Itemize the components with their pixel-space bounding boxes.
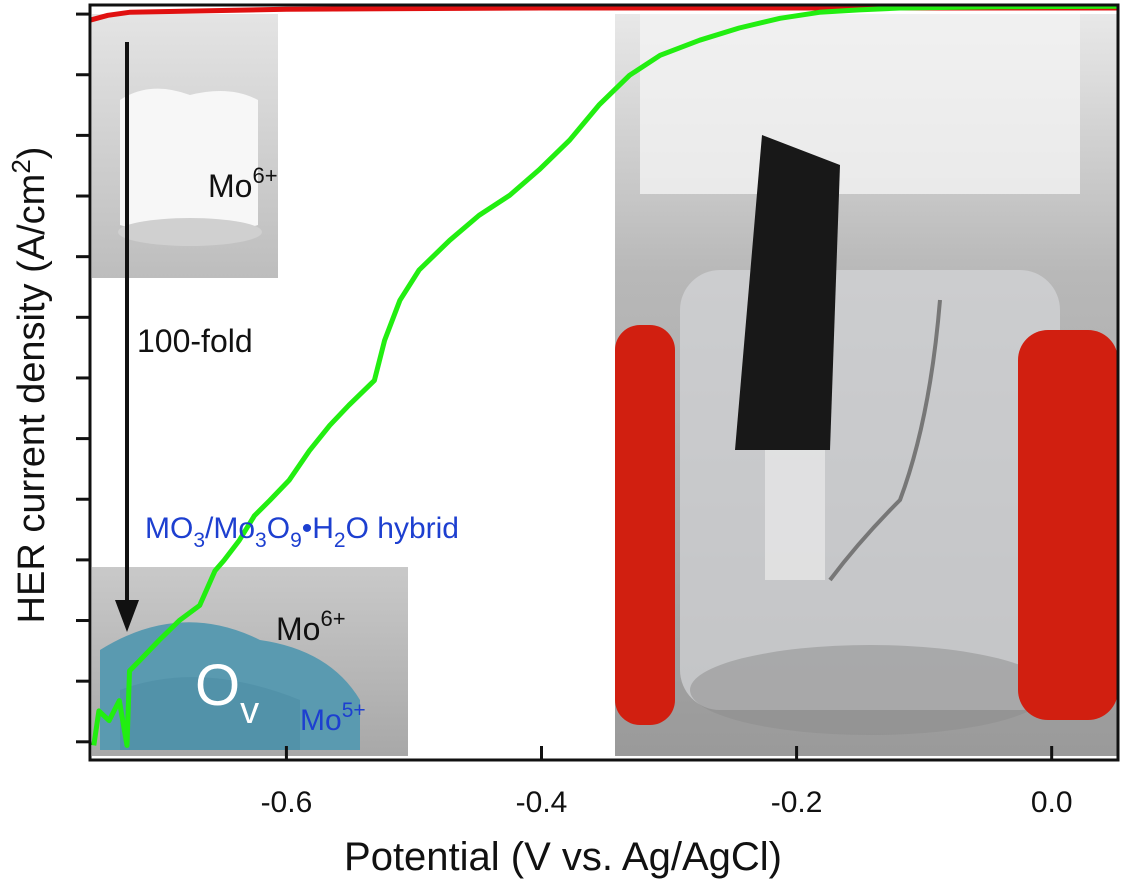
- x-tick-label: -0.6: [261, 786, 313, 819]
- photo-powder-blue: [92, 567, 408, 756]
- annotation-sup: 6+: [320, 606, 345, 631]
- axes: -0.6 -0.4 -0.2 0.0: [76, 3, 1120, 819]
- annotation: Mo6+: [208, 163, 278, 204]
- annotation-sub: 3: [193, 529, 205, 552]
- annotation-sub: 2: [334, 529, 346, 552]
- x-tick-label: -0.4: [516, 786, 568, 819]
- photo-powder-white: [92, 14, 278, 278]
- plot-frame: [88, 3, 1120, 762]
- x-tick-label: 0.0: [1031, 786, 1073, 819]
- y-axis-title-sup: 2: [6, 159, 36, 173]
- y-axis-title: HER current density (A/cm2): [6, 147, 53, 624]
- annotation-text: MO: [145, 512, 193, 545]
- annotation-text: O hybrid: [346, 512, 459, 545]
- photo-cell: [615, 14, 1118, 756]
- annotation: Ov: [195, 653, 259, 732]
- data-line: [91, 3, 1119, 748]
- annotation-sub: 3: [255, 529, 267, 552]
- annotation-text: O: [267, 512, 290, 545]
- annotation: 100-fold: [137, 323, 253, 359]
- data-line: [89, 5, 1118, 23]
- y-axis-title-text: ): [11, 147, 53, 160]
- annotation: Mo5+: [300, 699, 366, 737]
- annotation-text: O: [195, 653, 240, 718]
- annotation-sub: 9: [290, 529, 302, 552]
- annotation-sup: 5+: [342, 699, 366, 722]
- annotation-text: /Mo: [205, 512, 255, 545]
- annotation-text: Mo: [208, 168, 252, 204]
- x-axis-title: Potential (V vs. Ag/AgCl): [344, 835, 782, 879]
- x-tick-label: -0.2: [771, 786, 823, 819]
- annotation-text: Mo: [300, 704, 342, 737]
- y-axis-title-text: HER current density (A/cm: [11, 174, 53, 624]
- annotation-text: Mo: [276, 611, 320, 647]
- annotation-text: •H: [302, 512, 334, 545]
- arrow-head: [115, 600, 139, 632]
- annotation: Mo6+: [276, 606, 346, 647]
- annotation-sup: 6+: [252, 163, 277, 188]
- annotation: MO3/Mo3O9•H2O hybrid: [145, 512, 459, 552]
- annotation-sub: v: [240, 690, 259, 732]
